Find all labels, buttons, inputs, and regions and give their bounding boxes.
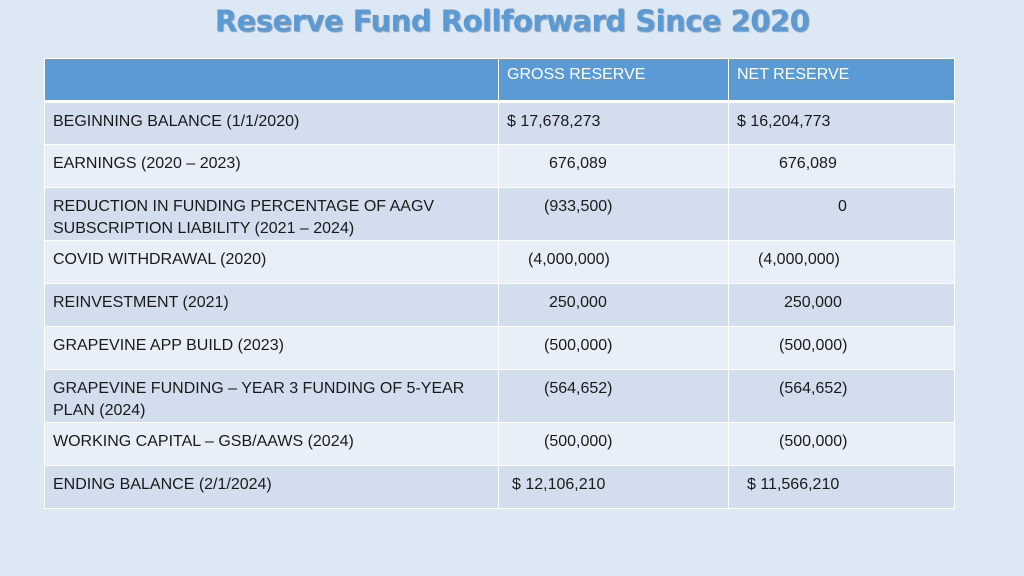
net-value: (500,000): [779, 433, 848, 450]
header-label-column: [44, 58, 499, 103]
gross-value: (4,000,000): [528, 251, 610, 268]
gross-value: (933,500): [544, 198, 613, 215]
gross-reserve-cell: (500,000): [498, 422, 729, 466]
table-row: WORKING CAPITAL – GSB/AAWS (2024) (500,0…: [44, 422, 955, 466]
gross-reserve-cell: 250,000: [498, 283, 729, 327]
net-reserve-cell: (4,000,000): [728, 240, 955, 284]
gross-value: $ 17,678,273: [507, 113, 601, 130]
net-value: (500,000): [779, 337, 848, 354]
table-row: REINVESTMENT (2021) 250,000 250,000: [44, 283, 955, 327]
gross-value: $ 12,106,210: [512, 476, 606, 493]
row-label: GRAPEVINE FUNDING – YEAR 3 FUNDING OF 5-…: [44, 369, 499, 423]
table-row: COVID WITHDRAWAL (2020) (4,000,000) (4,0…: [44, 240, 955, 284]
net-reserve-cell: 0: [728, 187, 955, 241]
net-reserve-cell: (500,000): [728, 422, 955, 466]
gross-value: 250,000: [549, 294, 607, 311]
net-value: 676,089: [779, 155, 837, 172]
net-reserve-cell: 250,000: [728, 283, 955, 327]
row-label: REINVESTMENT (2021): [44, 283, 499, 327]
table-row: ENDING BALANCE (2/1/2024) $ 12,106,210 $…: [44, 465, 955, 509]
gross-reserve-cell: (564,652): [498, 369, 729, 423]
gross-value: (564,652): [544, 380, 613, 397]
gross-value: (500,000): [544, 433, 613, 450]
gross-reserve-cell: (500,000): [498, 326, 729, 370]
table-row: REDUCTION IN FUNDING PERCENTAGE OF AAGV …: [44, 187, 955, 241]
net-reserve-cell: (500,000): [728, 326, 955, 370]
net-reserve-cell: $ 16,204,773: [728, 101, 955, 145]
page-title: Reserve Fund Rollforward Since 2020: [214, 4, 810, 38]
table-row: EARNINGS (2020 – 2023) 676,089 676,089: [44, 144, 955, 188]
net-value: $ 11,566,210: [747, 476, 840, 493]
table-row: BEGINNING BALANCE (1/1/2020) $ 17,678,27…: [44, 101, 955, 145]
table-row: GRAPEVINE FUNDING – YEAR 3 FUNDING OF 5-…: [44, 369, 955, 423]
gross-value: 676,089: [549, 155, 607, 172]
row-label: EARNINGS (2020 – 2023): [44, 144, 499, 188]
row-label: COVID WITHDRAWAL (2020): [44, 240, 499, 284]
gross-reserve-cell: $ 12,106,210: [498, 465, 729, 509]
header-net-reserve: NET RESERVE: [728, 58, 955, 103]
table-header-row: GROSS RESERVE NET RESERVE: [44, 58, 955, 103]
row-label: GRAPEVINE APP BUILD (2023): [44, 326, 499, 370]
gross-reserve-cell: 676,089: [498, 144, 729, 188]
net-reserve-cell: (564,652): [728, 369, 955, 423]
row-label: BEGINNING BALANCE (1/1/2020): [44, 101, 499, 145]
gross-reserve-cell: (933,500): [498, 187, 729, 241]
table-row: GRAPEVINE APP BUILD (2023) (500,000) (50…: [44, 326, 955, 370]
header-gross-reserve: GROSS RESERVE: [498, 58, 729, 103]
net-value: (4,000,000): [758, 251, 840, 268]
net-value: 0: [838, 198, 847, 215]
net-value: 250,000: [784, 294, 842, 311]
row-label: WORKING CAPITAL – GSB/AAWS (2024): [44, 422, 499, 466]
row-label: REDUCTION IN FUNDING PERCENTAGE OF AAGV …: [44, 187, 499, 241]
net-reserve-cell: 676,089: [728, 144, 955, 188]
gross-value: (500,000): [544, 337, 613, 354]
rollforward-table: GROSS RESERVE NET RESERVE BEGINNING BALA…: [44, 58, 955, 509]
gross-reserve-cell: $ 17,678,273: [498, 101, 729, 145]
net-value: $ 16,204,773: [737, 113, 831, 130]
gross-reserve-cell: (4,000,000): [498, 240, 729, 284]
net-value: (564,652): [779, 380, 848, 397]
net-reserve-cell: $ 11,566,210: [728, 465, 955, 509]
row-label: ENDING BALANCE (2/1/2024): [44, 465, 499, 509]
